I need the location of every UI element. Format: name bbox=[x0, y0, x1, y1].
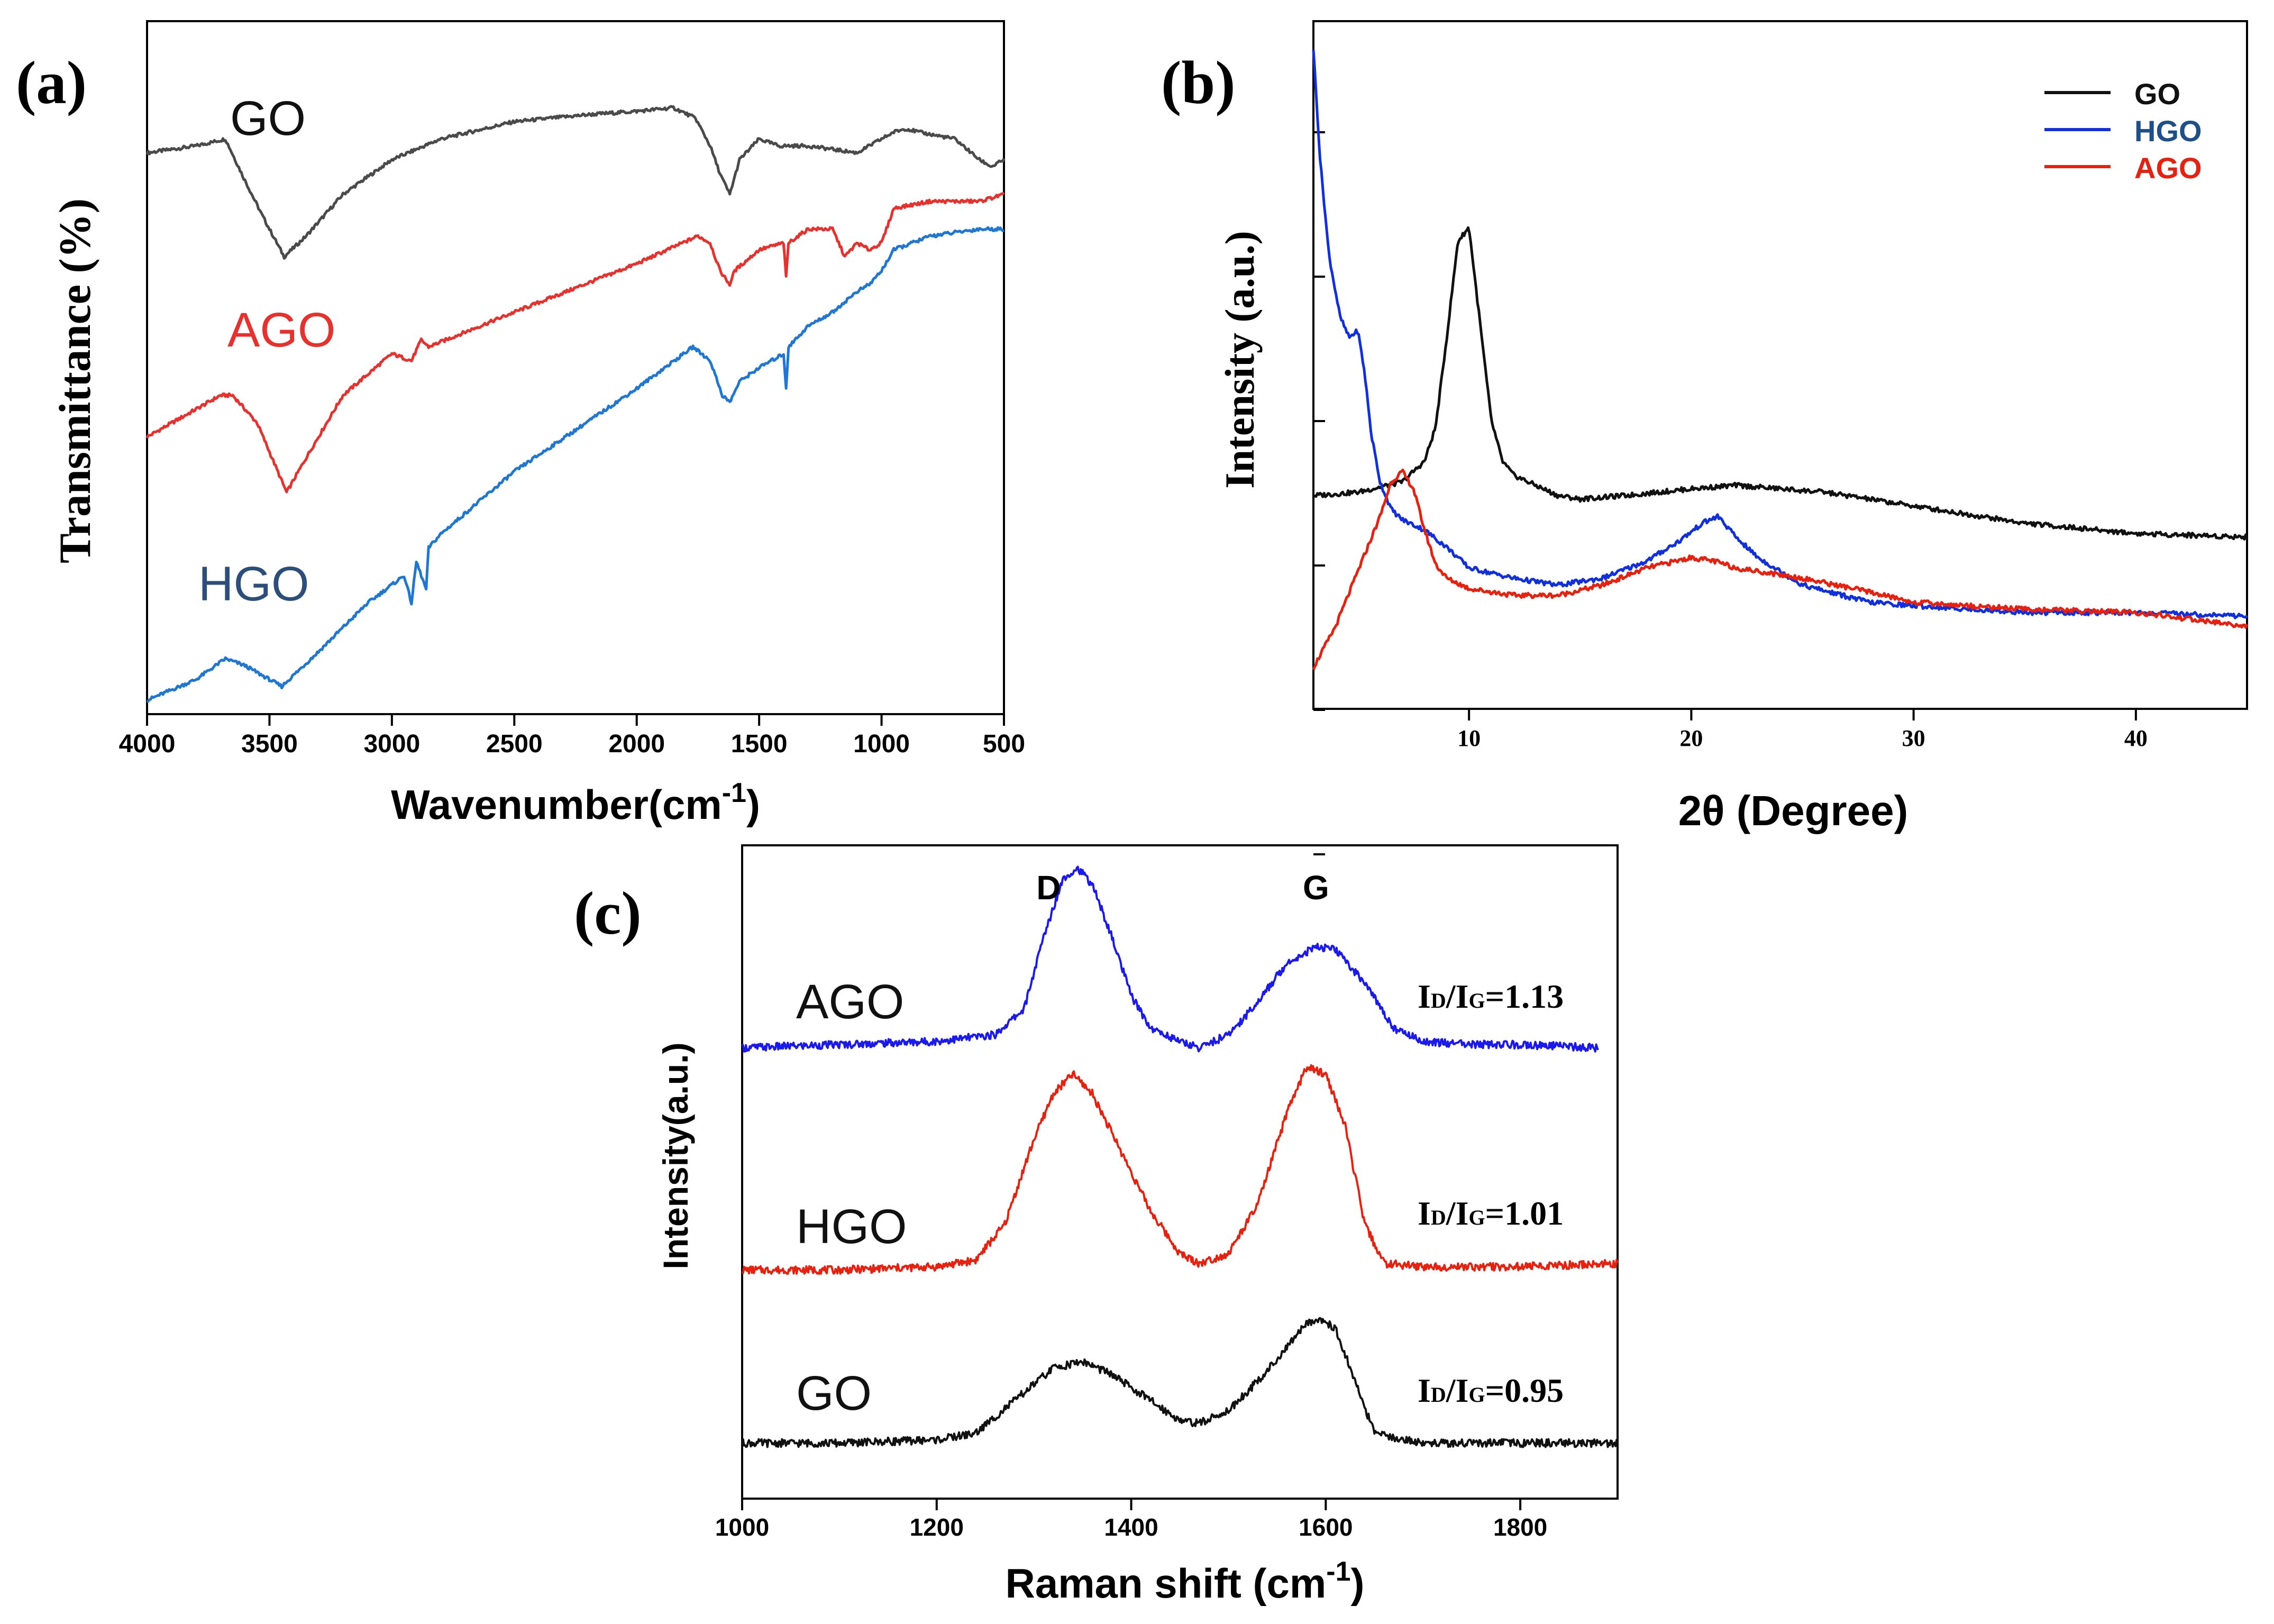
x-tick-label: 2500 bbox=[486, 730, 543, 758]
ratio-text-part: /I bbox=[1446, 1372, 1469, 1409]
panel-a-label: (a) bbox=[16, 49, 87, 116]
panel-b-y-axis-label: Intensity (a.u.) bbox=[1217, 231, 1263, 489]
ratio-label-ago: ID/IG=1.13 bbox=[1418, 978, 1564, 1015]
ratio-text-part: /I bbox=[1446, 978, 1469, 1015]
panel-c-y-axis-label: Intensity(a.u.) bbox=[656, 1042, 695, 1269]
panel-a-x-axis-label-close: ) bbox=[746, 781, 760, 828]
legend-label-hgo: HGO bbox=[2134, 114, 2202, 148]
x-tick-label: 20 bbox=[1679, 725, 1703, 751]
panel-a-ftir: (a) 4000 3500 3000 2500 2000 1500 1000 500 GO A… bbox=[16, 20, 1025, 828]
ratio-text-part: I bbox=[1418, 1194, 1431, 1232]
panel-a-x-ticks: 4000 3500 3000 2500 2000 1500 1000 500 bbox=[119, 714, 1025, 758]
series-line-go bbox=[145, 105, 1006, 260]
panel-c-annotation-go: GO bbox=[796, 1366, 872, 1420]
x-tick-label: 3000 bbox=[363, 730, 420, 758]
series-line-go bbox=[1312, 226, 2249, 541]
x-tick-label: 1800 bbox=[1493, 1513, 1547, 1541]
panel-b-x-ticks: 10 20 30 40 bbox=[1457, 709, 2148, 751]
panel-b-legend: GO HGO AGO bbox=[2044, 77, 2202, 185]
panel-a-annotation-ago: AGO bbox=[227, 303, 335, 357]
ratio-text-part: =1.01 bbox=[1485, 1194, 1564, 1232]
x-tick-label: 10 bbox=[1457, 725, 1481, 751]
x-tick-label: 30 bbox=[1902, 725, 1925, 751]
panel-c-annotation-ago: AGO bbox=[796, 975, 904, 1029]
series-line-ago bbox=[741, 865, 1600, 1053]
panel-c-frame bbox=[741, 844, 1619, 1500]
panel-b-frame bbox=[1312, 20, 2248, 710]
ratio-text-part: G bbox=[1468, 1383, 1485, 1407]
x-tick-label: 1600 bbox=[1299, 1513, 1353, 1541]
ratio-text-part: D bbox=[1431, 989, 1446, 1012]
peak-label-g: G bbox=[1303, 869, 1329, 907]
panel-b-xrd: (b) 10 20 30 40 GO HGO AGO Intensity (a.u.)… bbox=[1161, 20, 2249, 855]
panel-b-series bbox=[1312, 50, 2249, 671]
peak-label-d: D bbox=[1036, 869, 1061, 907]
panel-c-x-axis-label-sup: -1 bbox=[1326, 1556, 1350, 1587]
ratio-text-part: =0.95 bbox=[1485, 1372, 1564, 1409]
series-line-hgo bbox=[742, 1064, 1619, 1275]
x-tick-label: 1000 bbox=[715, 1513, 769, 1541]
ratio-text-part: /I bbox=[1446, 1194, 1469, 1232]
x-tick-label: 40 bbox=[2124, 725, 2148, 751]
ratio-text-part: G bbox=[1468, 989, 1485, 1012]
ratio-text-part: D bbox=[1431, 1383, 1446, 1407]
panel-c-x-ticks: 1000 1200 1400 1600 1800 bbox=[715, 1499, 1547, 1541]
legend-label-ago: AGO bbox=[2134, 151, 2202, 185]
x-tick-label: 500 bbox=[983, 730, 1025, 758]
series-line-hgo bbox=[1312, 50, 2249, 619]
ratio-text-part: G bbox=[1468, 1206, 1485, 1229]
x-tick-label: 4000 bbox=[119, 730, 176, 758]
panel-c-x-axis-label-main: Raman shift (cm bbox=[1005, 1560, 1326, 1607]
panel-a-x-axis-label: Wavenumber(cm-1) bbox=[391, 778, 760, 828]
panel-b-label: (b) bbox=[1161, 49, 1236, 116]
ratio-label-go: ID/IG=0.95 bbox=[1418, 1372, 1564, 1409]
panel-a-annotation-go: GO bbox=[230, 92, 306, 145]
x-tick-label: 1500 bbox=[731, 730, 788, 758]
x-tick-label: 2000 bbox=[608, 730, 665, 758]
panel-a-frame bbox=[146, 20, 1005, 715]
series-line-ago bbox=[145, 191, 1005, 494]
panel-a-series bbox=[145, 105, 1006, 704]
panel-a-y-axis-label: Transmittance (%) bbox=[50, 198, 100, 563]
ratio-text-part: I bbox=[1418, 978, 1431, 1015]
ratio-text-part: =1.13 bbox=[1485, 978, 1564, 1015]
ratio-text-part: I bbox=[1418, 1372, 1431, 1409]
panel-a-annotation-hgo: HGO bbox=[198, 557, 309, 611]
ratio-label-hgo: ID/IG=1.01 bbox=[1418, 1194, 1564, 1232]
panel-b-x-axis-label: 2θ (Degree) bbox=[1678, 787, 1908, 834]
panel-c-annotation-hgo: HGO bbox=[796, 1200, 907, 1254]
panel-c-x-axis-label: Raman shift (cm-1) bbox=[1005, 1556, 1364, 1607]
series-line-hgo bbox=[146, 226, 1004, 704]
x-tick-label: 1200 bbox=[910, 1513, 964, 1541]
panel-c-label: (c) bbox=[574, 880, 642, 947]
legend-label-go: GO bbox=[2134, 77, 2180, 111]
x-tick-label: 1000 bbox=[853, 730, 910, 758]
series-line-go bbox=[741, 1317, 1619, 1448]
panel-c-x-axis-label-close: ) bbox=[1351, 1560, 1365, 1607]
panel-a-x-axis-label-sup: -1 bbox=[722, 778, 746, 808]
ratio-text-part: D bbox=[1431, 1206, 1446, 1229]
x-tick-label: 1400 bbox=[1104, 1513, 1158, 1541]
panel-c-series bbox=[741, 865, 1619, 1448]
series-line-ago bbox=[1312, 468, 2249, 671]
panel-a-x-axis-label-main: Wavenumber(cm bbox=[391, 781, 722, 828]
x-tick-label: 3500 bbox=[241, 730, 298, 758]
